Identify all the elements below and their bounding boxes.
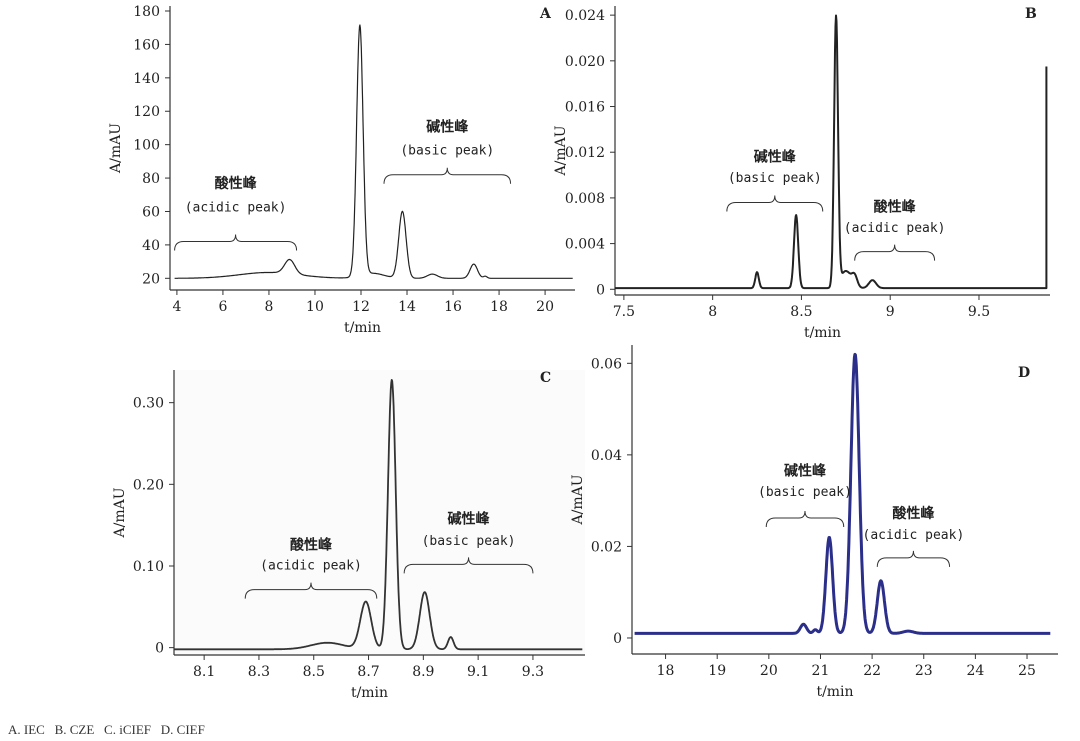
y-tick-label: 0.04 [591, 448, 622, 464]
x-tick-label: 24 [966, 663, 984, 679]
annotation-label-cn: 碱性峰 [448, 511, 491, 528]
y-axis-label: A/mAU [108, 123, 124, 174]
panel-label: A [539, 6, 552, 22]
annotation-label-en: (basic peak) [728, 171, 822, 186]
annotation-label-en: (acidic peak) [185, 200, 287, 215]
y-tick-label: 0.016 [565, 100, 605, 116]
y-tick-label: 0.004 [565, 237, 605, 253]
panel-b: 7.5 8 8.5 9 9.5 0 0.004 0.008 0.012 0.016 0.020 0.0… [553, 6, 1050, 341]
x-tick-label: 8.9 [412, 664, 434, 680]
panel-a: 4 6 8 10 12 14 16 18 20 20 40 60 80 100 120 140 160 180 A/… [108, 4, 575, 336]
y-tick-label: 0.020 [565, 54, 605, 70]
annotation-label-cn: 酸性峰 [874, 199, 917, 216]
y-tick-label: 120 [133, 104, 160, 120]
annotation-label-cn: 碱性峰 [784, 462, 827, 479]
y-tick-label: 0.30 [133, 396, 164, 412]
x-tick-label: 12 [352, 299, 370, 315]
x-tick-label: 25 [1018, 663, 1036, 679]
brace-annotation [854, 244, 936, 261]
annotation-label-en: (acidic peak) [260, 558, 362, 573]
brace-annotation [174, 234, 298, 251]
y-tick-label: 0.008 [565, 191, 605, 207]
x-tick-label: 8.1 [193, 664, 215, 680]
x-tick-label: 20 [536, 299, 554, 315]
x-tick-label: 9.5 [968, 304, 990, 320]
annotation-label-en: (basic peak) [422, 534, 516, 549]
brace-annotation [876, 550, 951, 567]
annotation-label-en: (acidic peak) [863, 528, 965, 543]
x-axis-label: t/min [804, 325, 841, 341]
x-tick-label: 22 [863, 663, 881, 679]
y-tick-label: 20 [142, 271, 160, 287]
plot-area [174, 370, 585, 655]
y-tick-label: 0 [613, 631, 622, 647]
y-tick-label: 80 [142, 171, 160, 187]
x-tick-label: 7.5 [613, 304, 635, 320]
x-tick-label: 8.5 [790, 304, 812, 320]
annotation-label-cn: 碱性峰 [426, 118, 469, 135]
chromatogram-line [633, 352, 1052, 635]
x-tick-label: 19 [708, 663, 726, 679]
panel-label: C [540, 370, 551, 386]
x-tick-label: 8 [708, 304, 717, 320]
panel-label: B [1025, 6, 1037, 22]
y-tick-label: 160 [133, 37, 160, 53]
panel-c: 8.1 8.3 8.5 8.7 8.9 9.1 9.3 0 0.10 0.20 0.30 A/mAU t… [112, 370, 585, 701]
x-tick-label: 8 [264, 299, 273, 315]
x-tick-label: 9.3 [522, 664, 544, 680]
plot-area [170, 6, 575, 290]
x-tick-label: 14 [398, 299, 416, 315]
x-axis-label: t/min [816, 684, 853, 700]
x-tick-label: 6 [218, 299, 227, 315]
x-tick-label: 23 [915, 663, 933, 679]
y-tick-label: 0 [596, 282, 605, 298]
x-tick-label: 20 [760, 663, 778, 679]
y-tick-label: 0.012 [565, 145, 605, 161]
annotation-label-en: (acidic peak) [844, 221, 946, 236]
panel-d: 18 19 20 21 22 23 24 25 0 0.02 0.04 0.06 A/mAU t/min D… [570, 345, 1058, 700]
y-axis-label: A/mAU [112, 487, 128, 538]
x-tick-label: 4 [172, 299, 181, 315]
panel-label: D [1018, 365, 1030, 381]
x-axis-label: t/min [344, 320, 381, 336]
annotation-label-cn: 碱性峰 [754, 148, 797, 165]
y-tick-label: 60 [142, 204, 160, 220]
y-tick-label: 0.10 [133, 559, 164, 575]
x-tick-label: 8.5 [303, 664, 325, 680]
y-tick-label: 180 [133, 4, 160, 20]
x-tick-label: 18 [490, 299, 508, 315]
chromatogram-line [173, 379, 583, 651]
y-axis-label: A/mAU [553, 125, 569, 176]
x-tick-label: 9.1 [467, 664, 489, 680]
x-tick-label: 21 [812, 663, 830, 679]
x-tick-label: 8.3 [248, 664, 270, 680]
chromatogram-line [614, 14, 1048, 290]
y-tick-label: 40 [142, 238, 160, 254]
annotation-label-en: (basic peak) [758, 485, 852, 500]
figure-caption: A. IEC B. CZE C. iCIEF D. CIEF [8, 722, 205, 737]
annotation-label-cn: 酸性峰 [290, 537, 333, 554]
y-tick-label: 0.20 [133, 477, 164, 493]
x-axis-label: t/min [351, 685, 388, 701]
annotation-label-en: (basic peak) [400, 144, 494, 159]
y-axis-label: A/mAU [570, 474, 586, 525]
y-tick-label: 0.02 [591, 539, 622, 555]
x-tick-label: 18 [657, 663, 675, 679]
chromatogram-line [174, 24, 573, 279]
annotation-label-cn: 酸性峰 [892, 505, 935, 522]
y-tick-label: 0.024 [565, 8, 605, 24]
y-tick-label: 100 [133, 138, 160, 154]
y-tick-label: 0.06 [591, 356, 622, 372]
y-tick-label: 140 [133, 71, 160, 87]
x-tick-label: 16 [444, 299, 462, 315]
annotation-label-cn: 酸性峰 [215, 175, 258, 192]
x-tick-label: 10 [306, 299, 324, 315]
x-tick-label: 9 [886, 304, 895, 320]
x-tick-label: 8.7 [357, 664, 379, 680]
y-tick-label: 0 [155, 641, 164, 657]
